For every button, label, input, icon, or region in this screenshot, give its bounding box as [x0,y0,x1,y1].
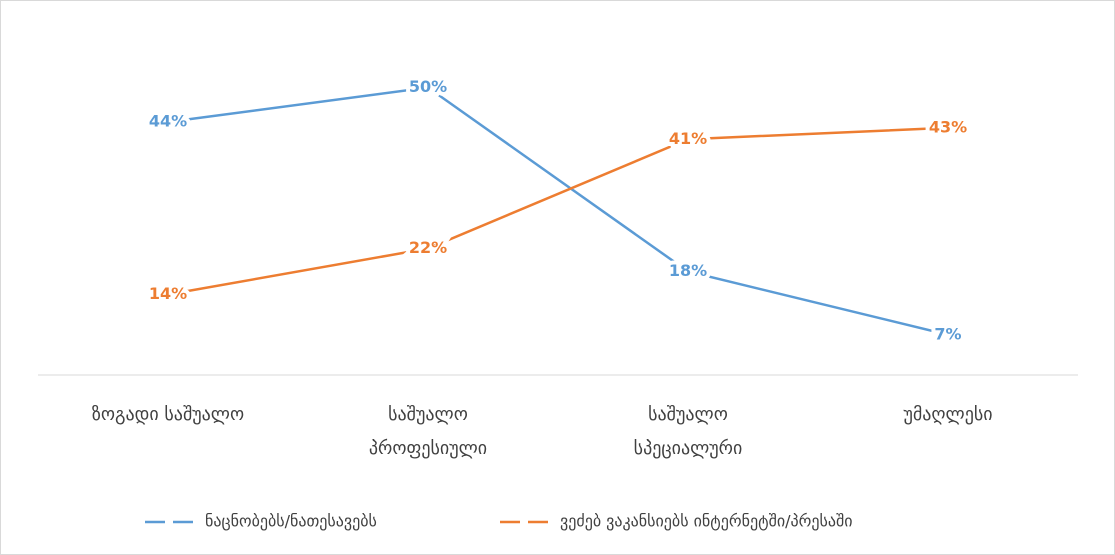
data-label: 22% [409,238,447,257]
x-tick-label: უმაღლესი [903,404,993,425]
data-label: 50% [409,77,447,96]
x-tick-label: ზოგადი საშუალო [91,404,245,425]
legend-label: ნაცნობებს/ნათესავებს [205,512,377,531]
data-label: 43% [929,117,967,136]
data-label: 41% [669,129,707,148]
x-tick-label: საშუალო პროფესიული [368,404,488,459]
series-line [167,86,949,336]
data-label: 44% [149,112,187,131]
data-label: 14% [149,284,187,303]
legend-label: ვეძებ ვაკანსიებს ინტერნეტში/პრესაში [560,512,853,531]
data-label: 7% [934,324,961,343]
x-tick-label: საშუალო სპეციალური [633,404,743,459]
data-label: 18% [669,261,707,280]
series-line [167,126,949,296]
